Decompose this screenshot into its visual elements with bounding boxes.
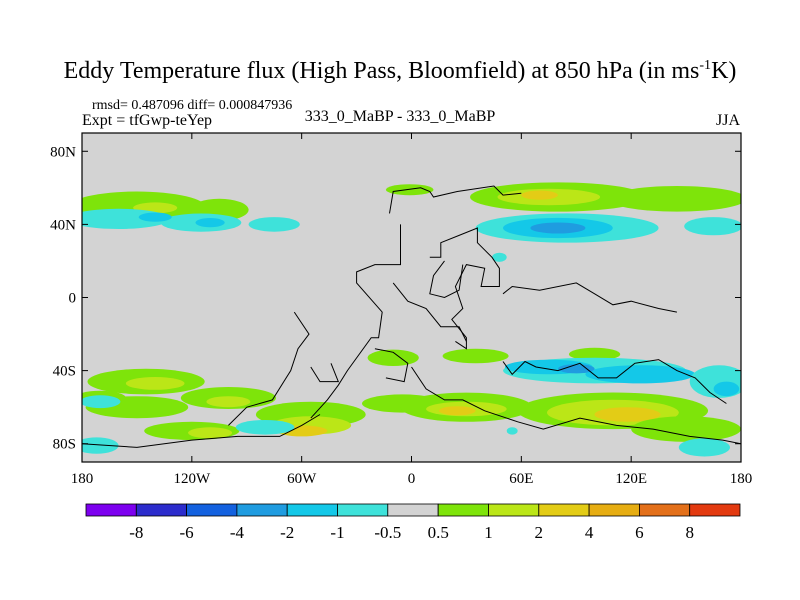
coastline <box>310 224 401 419</box>
coastline <box>502 359 727 404</box>
contour-fill <box>235 420 295 435</box>
contour-fill <box>82 437 119 454</box>
contour-fill <box>684 217 741 236</box>
colorbar-swatch <box>639 503 691 517</box>
contour-fill <box>138 212 172 222</box>
colorbar-label: 2 <box>535 523 544 542</box>
y-tick-label: 80N <box>50 144 76 160</box>
colorbar-swatch <box>538 503 590 517</box>
x-tick-label: 60W <box>287 471 317 487</box>
coastline-layer <box>82 185 741 448</box>
colorbar-swatch <box>689 503 741 517</box>
contour-fill <box>631 416 741 442</box>
x-tick-label: 120W <box>173 471 211 487</box>
contour-fill <box>607 186 741 212</box>
x-tick-label: 120E <box>615 471 647 487</box>
y-tick-label: 0 <box>69 291 77 307</box>
contour-fill <box>82 395 121 409</box>
contour-fill <box>206 396 251 408</box>
colorbar-swatch <box>135 503 188 517</box>
contour-fill <box>521 190 558 200</box>
y-tick-label: 40N <box>50 217 76 233</box>
colorbar-label: -0.5 <box>374 523 401 542</box>
field-layer <box>82 182 741 457</box>
contour-fill <box>492 252 507 262</box>
colorbar-swatch <box>186 503 238 517</box>
contour-fill <box>585 365 696 384</box>
contour-fill <box>569 347 621 361</box>
chart-title: Eddy Temperature flux (High Pass, Bloomf… <box>0 58 800 85</box>
contour-fill <box>125 377 185 390</box>
coastline <box>228 311 310 426</box>
coastline <box>429 260 464 299</box>
colorbar-swatch <box>588 503 640 517</box>
y-axis: 80N 40N 0 40S 80S <box>50 144 741 453</box>
title-main: Eddy Temperature flux (High Pass, Bloomf… <box>63 58 700 84</box>
season-label: JJA <box>716 112 741 129</box>
contour-fill <box>439 406 476 416</box>
contour-fill <box>188 427 233 439</box>
coastline <box>392 282 467 342</box>
comparison-label: 333_0_MaBP - 333_0_MaBP <box>304 108 496 125</box>
contour-fill <box>248 217 300 232</box>
coastline <box>411 366 741 445</box>
colorbar-swatch <box>85 503 137 517</box>
colorbar-label: 4 <box>585 523 594 542</box>
colorbar-label: 1 <box>484 523 493 542</box>
x-axis: 180 120W 60W 0 60E 120E 180 <box>71 133 753 487</box>
colorbar-label: -1 <box>330 523 344 542</box>
stats-label: rmsd= 0.487096 diff= 0.000847936 <box>92 98 293 113</box>
contour-fill <box>442 348 509 364</box>
colorbar-swatch <box>437 503 489 517</box>
colorbar-label: -8 <box>129 523 143 542</box>
contour-fill <box>530 222 586 234</box>
colorbar-label: 6 <box>635 523 644 542</box>
coastline <box>82 414 321 448</box>
colorbar-swatch <box>387 503 439 517</box>
title-superscript: -1 <box>699 58 712 73</box>
x-tick-label: 0 <box>408 471 416 487</box>
colorbar-swatch <box>488 503 540 517</box>
colorbar-swatch <box>337 503 389 517</box>
x-tick-label: 180 <box>71 471 94 487</box>
coastline <box>310 363 340 383</box>
contour-fill <box>506 427 518 435</box>
coastline <box>429 227 500 350</box>
coastline <box>374 348 409 383</box>
contour-fill <box>558 364 595 374</box>
experiment-label: Expt = tfGwp-teYep <box>82 112 213 129</box>
colorbar-label: -6 <box>180 523 194 542</box>
x-tick-label: 180 <box>730 471 753 487</box>
colorbar-label: -4 <box>230 523 245 542</box>
colorbar-swatch <box>236 503 288 517</box>
colorbar-label: 0.5 <box>428 523 449 542</box>
contour-fill <box>594 407 661 422</box>
coastline <box>502 282 677 313</box>
coastline <box>389 185 522 214</box>
contour-fill <box>195 218 225 228</box>
contour-fill <box>713 381 740 397</box>
x-tick-label: 60E <box>509 471 533 487</box>
contour-fill <box>678 438 731 457</box>
colorbar-label: -2 <box>280 523 294 542</box>
y-tick-label: 80S <box>53 437 76 453</box>
y-tick-label: 40S <box>53 364 76 380</box>
title-tail: K) <box>711 58 737 84</box>
colorbar-swatch <box>286 503 338 517</box>
colorbar-label: 8 <box>685 523 694 542</box>
colorbar: -8 -6 -4 -2 -1 -0.5 0.5 1 2 4 6 8 <box>85 503 741 542</box>
